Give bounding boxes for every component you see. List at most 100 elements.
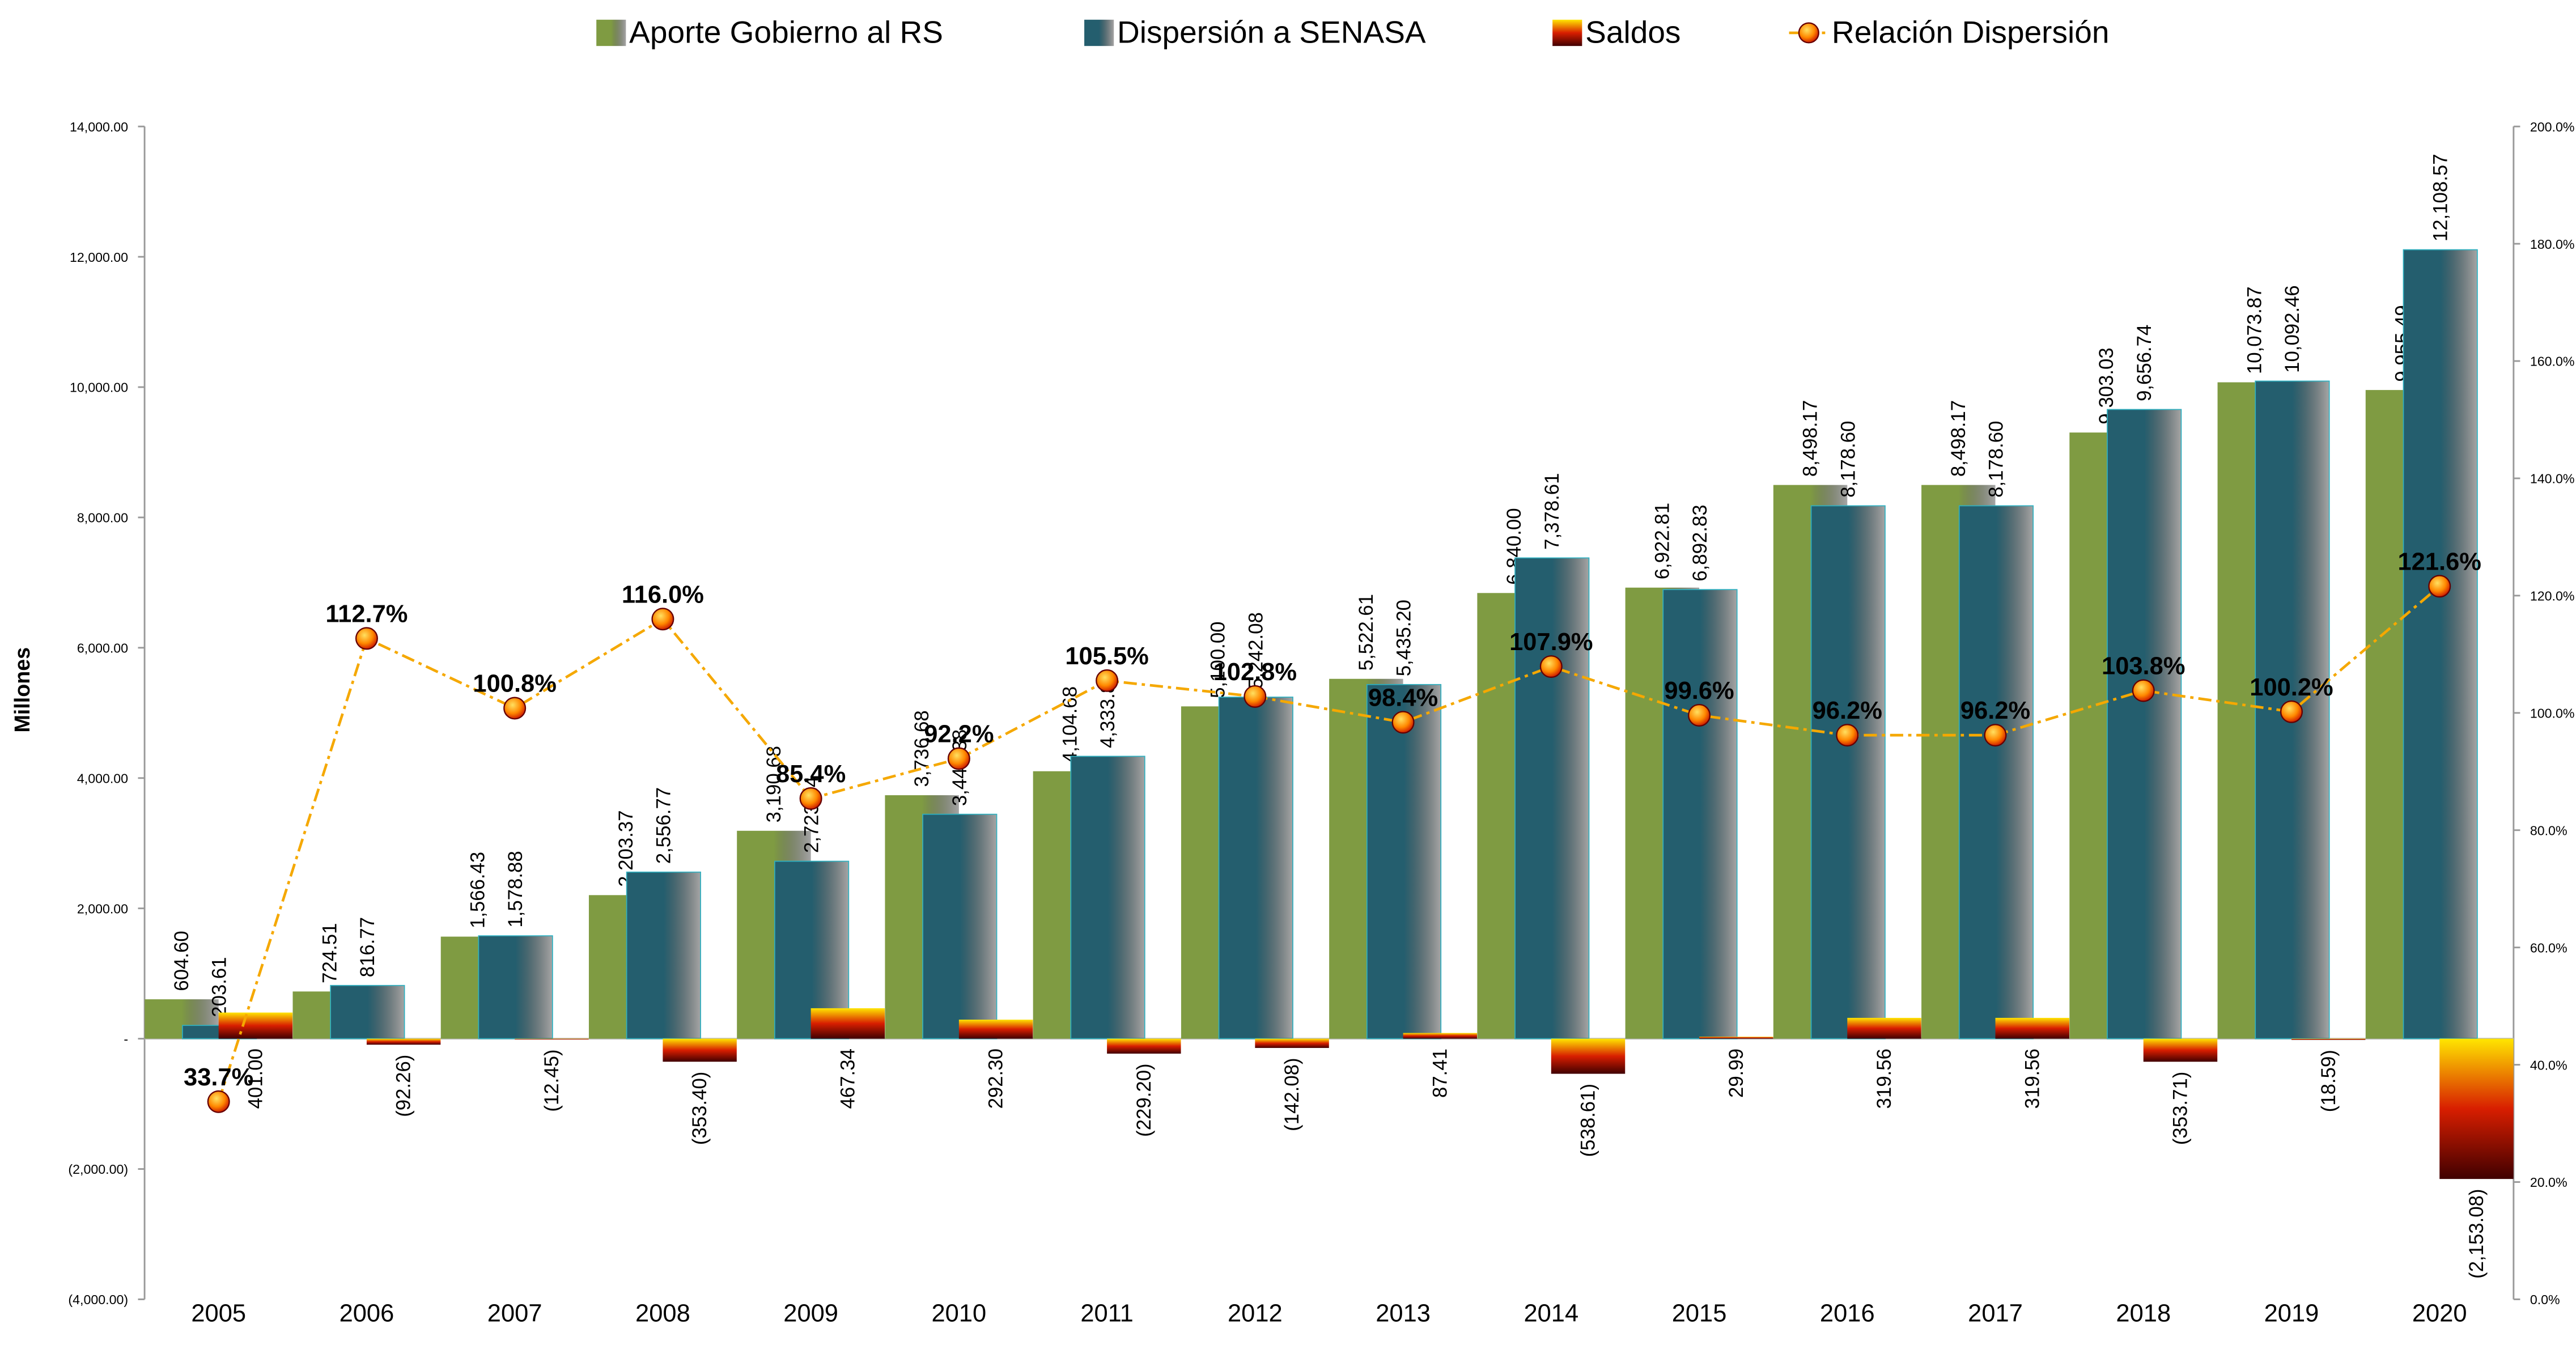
bar	[2143, 1038, 2218, 1062]
value-label: (229.20)	[1134, 1063, 1155, 1136]
bar	[922, 813, 998, 1039]
percent-label: 85.4%	[776, 761, 846, 788]
marker	[1539, 655, 1563, 678]
y-tick-label: (4,000.00)	[68, 1292, 128, 1307]
marker	[1836, 724, 1859, 747]
value-label: 604.60	[171, 931, 193, 991]
bar	[1958, 505, 2034, 1039]
x-tick-label: 2008	[635, 1300, 690, 1327]
x-tick-label: 2010	[932, 1300, 987, 1327]
percent-label: 96.2%	[1960, 697, 2030, 724]
value-label: (92.26)	[393, 1055, 415, 1117]
legend-label: Relación Dispersión	[1832, 14, 2110, 49]
x-tick-label: 2006	[339, 1300, 394, 1327]
value-label: 4,104.68	[1059, 686, 1081, 763]
y-tick-label: 10,000.00	[70, 380, 128, 395]
y-tick-label: 6,000.00	[77, 641, 128, 656]
x-tick-label: 2007	[487, 1300, 542, 1327]
value-label: (353.71)	[2170, 1072, 2192, 1145]
value-label: 3,190.68	[763, 746, 785, 822]
y2-tick-label: 0.0%	[2530, 1292, 2560, 1307]
value-label: 87.41	[1429, 1049, 1451, 1098]
marker	[947, 747, 970, 770]
bar	[2291, 1038, 2366, 1040]
value-label: 10,092.46	[2282, 285, 2303, 373]
percent-label: 107.9%	[1509, 629, 1593, 656]
percent-label: 96.2%	[1813, 697, 1882, 724]
bar	[1218, 697, 1293, 1039]
value-label: 8,178.60	[1837, 421, 1859, 498]
bar	[366, 1038, 441, 1045]
x-tick-label: 2016	[1820, 1300, 1875, 1327]
bar	[330, 984, 405, 1039]
value-label: 3,736.68	[911, 710, 933, 787]
x-tick-label: 2011	[1080, 1300, 1133, 1327]
y2-tick-label: 40.0%	[2530, 1058, 2567, 1072]
value-label: 5,522.61	[1356, 594, 1377, 670]
percent-label: 92.2%	[924, 721, 994, 748]
value-label: (18.59)	[2318, 1050, 2340, 1112]
value-label: 7,378.61	[1542, 473, 1563, 550]
percent-label: 102.8%	[1213, 659, 1297, 686]
value-label: (142.08)	[1281, 1058, 1303, 1131]
y2-tick-label: 100.0%	[2530, 706, 2575, 721]
value-label: 203.61	[209, 957, 231, 1017]
percent-label: 116.0%	[622, 581, 704, 608]
marker	[1984, 724, 2007, 747]
bar	[478, 935, 553, 1039]
percent-label: 103.8%	[2102, 653, 2185, 680]
marker	[651, 608, 674, 631]
line	[217, 585, 2441, 1102]
value-label: 724.51	[319, 923, 341, 983]
value-label: 10,073.87	[2244, 286, 2265, 374]
value-label: 1,566.43	[468, 852, 489, 928]
bar	[2403, 249, 2478, 1039]
value-label: 6,922.81	[1652, 503, 1673, 579]
bar	[1514, 557, 1590, 1039]
value-label: 5,435.20	[1394, 600, 1415, 676]
legend-swatch	[1552, 19, 1582, 46]
value-label: (2,153.08)	[2466, 1189, 2488, 1279]
percent-label: 121.6%	[2398, 548, 2481, 575]
legend-label: Dispersión a SENASA	[1117, 14, 1426, 49]
value-label: (353.40)	[689, 1072, 711, 1145]
x-tick-label: 2013	[1376, 1300, 1431, 1327]
percent-label: 105.5%	[1065, 643, 1148, 670]
value-label: 8,498.17	[1800, 400, 1822, 477]
value-label: 467.34	[837, 1049, 859, 1109]
x-tick-label: 2018	[2116, 1300, 2171, 1327]
bar	[1366, 684, 1442, 1039]
marker	[1391, 711, 1415, 734]
marker	[799, 787, 822, 810]
percent-label: 98.4%	[1368, 684, 1438, 711]
marker	[355, 627, 378, 650]
y-tick-label: 12,000.00	[70, 250, 128, 265]
bar	[1070, 756, 1145, 1039]
y-tick-label: (2,000.00)	[68, 1162, 128, 1177]
y-tick-label: -	[124, 1032, 128, 1046]
x-tick-label: 2012	[1228, 1300, 1283, 1327]
legend-label: Saldos	[1585, 14, 1680, 49]
value-label: 6,892.83	[1690, 504, 1711, 581]
bar	[2107, 409, 2182, 1039]
legend-swatch	[1798, 22, 1819, 44]
value-label: 816.77	[357, 917, 379, 977]
bar	[1699, 1037, 1773, 1039]
bar	[1662, 589, 1738, 1039]
marker	[1096, 669, 1119, 692]
marker	[1688, 703, 1711, 727]
value-label: 8,498.17	[1948, 400, 1970, 477]
percent-label: 112.7%	[325, 600, 408, 627]
bar	[1995, 1017, 2069, 1039]
marker	[503, 697, 527, 720]
y2-tick-label: 140.0%	[2530, 472, 2575, 486]
y2-tick-label: 180.0%	[2530, 237, 2575, 252]
y-tick-label: 4,000.00	[77, 771, 128, 786]
percent-label: 100.2%	[2250, 674, 2333, 701]
value-label: 5,242.08	[1245, 612, 1267, 689]
x-tick-label: 2009	[783, 1300, 838, 1327]
bar	[1255, 1038, 1329, 1048]
x-tick-label: 2015	[1672, 1300, 1727, 1327]
percent-label: 99.6%	[1664, 677, 1734, 705]
value-label: (12.45)	[541, 1049, 563, 1111]
